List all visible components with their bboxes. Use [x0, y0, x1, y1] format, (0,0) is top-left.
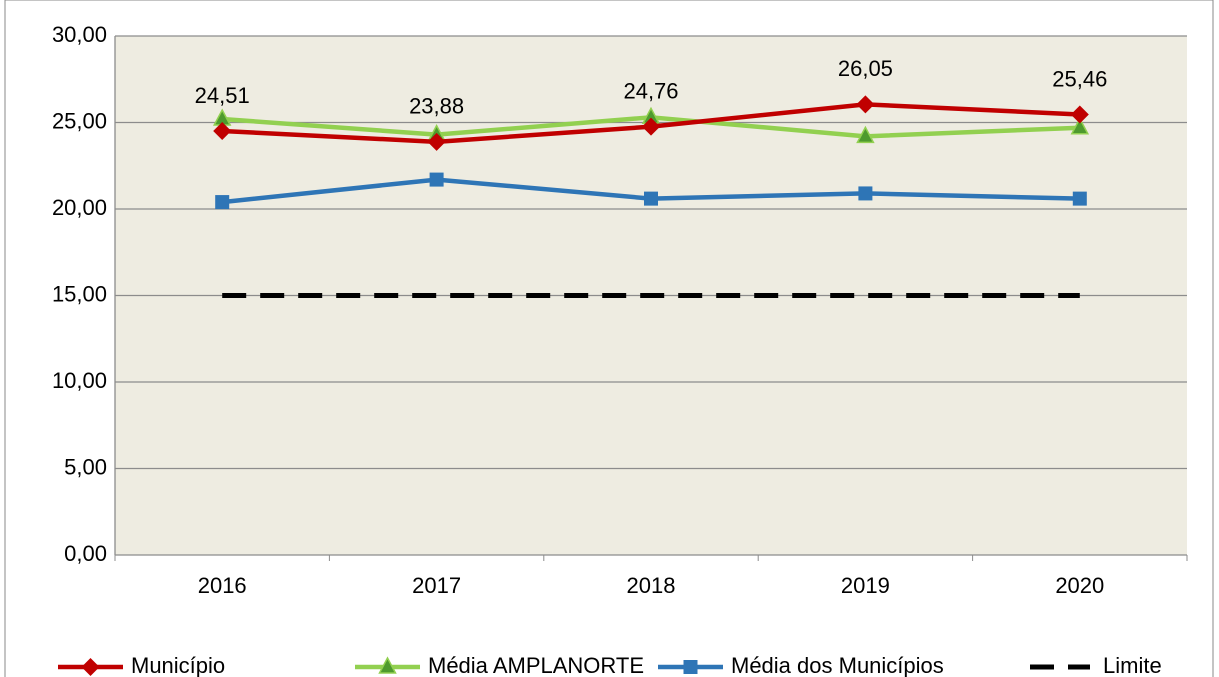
point — [429, 172, 444, 187]
point — [427, 132, 446, 151]
y-tick-label: 25,00 — [52, 108, 107, 133]
point — [644, 191, 658, 206]
legend-marker — [683, 660, 698, 674]
y-tick-label: 5,00 — [64, 454, 107, 479]
point — [856, 95, 875, 114]
data-label: 23,88 — [409, 94, 464, 119]
x-tick-label: 2018 — [627, 573, 676, 598]
legend-label: Média dos Municípios — [731, 653, 944, 677]
x-tick-label: 2020 — [1055, 573, 1104, 598]
legend-marker — [81, 658, 100, 676]
legend-marker — [378, 656, 397, 674]
point — [1070, 105, 1089, 124]
point — [1070, 117, 1090, 135]
y-tick-label: 0,00 — [64, 541, 107, 566]
point — [642, 117, 660, 136]
point — [858, 186, 873, 201]
point — [856, 125, 875, 144]
point — [1072, 191, 1087, 206]
y-tick-label: 20,00 — [52, 195, 107, 220]
y-tick-label: 30,00 — [52, 22, 107, 47]
data-label: 24,76 — [623, 78, 678, 103]
data-label: 25,46 — [1052, 66, 1107, 91]
x-tick-label: 2019 — [841, 573, 890, 598]
point — [213, 121, 232, 140]
data-label: 26,05 — [838, 56, 893, 81]
x-tick-label: 2016 — [198, 573, 247, 598]
x-tick-label: 2017 — [412, 573, 461, 598]
y-tick-label: 15,00 — [52, 281, 107, 306]
data-label: 24,51 — [195, 83, 250, 108]
legend-label: Média AMPLANORTE — [428, 653, 644, 677]
legend-label: Limite — [1103, 653, 1162, 677]
y-tick-label: 10,00 — [52, 368, 107, 393]
legend-label: Município — [131, 653, 225, 677]
point — [215, 195, 230, 210]
